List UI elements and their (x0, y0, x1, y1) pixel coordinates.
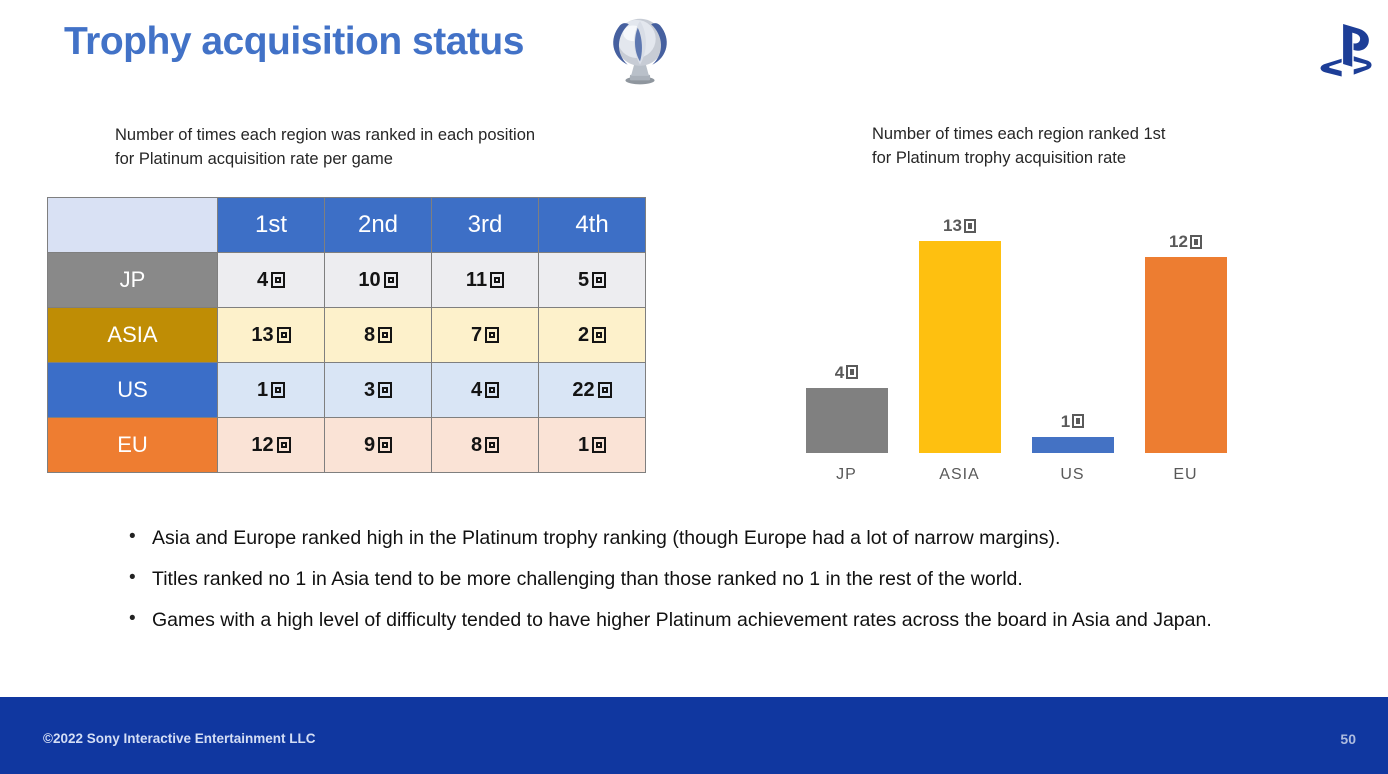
cell-asia-2nd: 8 (324, 307, 432, 363)
times-glyph (276, 326, 291, 343)
chart-caption-line2: for Platinum trophy acquisition rate (872, 148, 1127, 167)
times-glyph (271, 271, 286, 288)
chart-caption-line1: Number of times each region ranked 1st (872, 125, 1166, 143)
cell-eu-2nd: 9 (324, 417, 432, 473)
times-glyph (592, 326, 607, 343)
bar-us (1031, 436, 1114, 453)
column-header-3rd: 3rd (431, 197, 539, 253)
category-label-asia: ASIA (939, 466, 980, 483)
ranking-table: 1st 2nd 3rd 4th JP 4 10 11 5 ASIA 13 8 7… (47, 197, 646, 473)
table-header-row: 1st 2nd 3rd 4th (47, 197, 646, 253)
times-glyph (383, 271, 398, 288)
cell-asia-4th: 2 (538, 307, 646, 363)
row-label-eu: EU (47, 417, 218, 473)
times-glyph (1189, 234, 1202, 249)
finding-item-1: Asia and Europe ranked high in the Plati… (127, 526, 1372, 550)
chart-column-eu: 12 (1129, 232, 1242, 453)
times-glyph (490, 271, 505, 288)
times-glyph (592, 436, 607, 453)
cell-eu-3rd: 8 (431, 417, 539, 473)
cell-jp-4th: 5 (538, 252, 646, 308)
times-glyph (271, 381, 286, 398)
category-label-us: US (1060, 466, 1085, 483)
cell-us-2nd: 3 (324, 362, 432, 418)
times-glyph (963, 218, 976, 233)
chart-column-asia: 13 (903, 216, 1016, 453)
platinum-trophy-icon (613, 18, 667, 85)
table-row-us: US 1 3 4 22 (47, 362, 646, 418)
cell-jp-2nd: 10 (324, 252, 432, 308)
times-glyph (1072, 414, 1085, 429)
cell-us-3rd: 4 (431, 362, 539, 418)
playstation-logo (1320, 24, 1372, 77)
cell-us-1st: 1 (217, 362, 325, 418)
chart-column-us: 1 (1016, 412, 1129, 453)
chart-category-axis: JP ASIA US EU (790, 466, 1242, 484)
row-label-us: US (47, 362, 218, 418)
finding-item-3: Games with a high level of difficulty te… (127, 608, 1372, 632)
row-label-asia: ASIA (47, 307, 218, 363)
chart-column-jp: 4 (790, 363, 903, 453)
times-glyph (485, 436, 500, 453)
column-header-2nd: 2nd (324, 197, 432, 253)
times-glyph (485, 326, 500, 343)
times-glyph (485, 381, 500, 398)
cell-jp-3rd: 11 (431, 252, 539, 308)
table-caption: Number of times each region was ranked i… (115, 124, 535, 172)
footer-bar: ©2022 Sony Interactive Entertainment LLC… (0, 697, 1388, 774)
bar-asia (918, 241, 1001, 453)
bar-jp (805, 387, 888, 453)
cell-eu-1st: 12 (217, 417, 325, 473)
table-caption-line1: Number of times each region was ranked i… (115, 126, 536, 144)
times-glyph (378, 326, 393, 343)
chart-plot-area: 4 13 1 12 (790, 212, 1242, 453)
category-label-eu: EU (1173, 466, 1198, 483)
row-label-jp: JP (47, 252, 218, 308)
times-glyph (846, 365, 859, 380)
bar-value-label-jp: 4 (835, 363, 859, 383)
page-number: 50 (1340, 730, 1356, 747)
page-title: Trophy acquisition status (64, 20, 524, 63)
bar-value-label-us: 1 (1061, 412, 1085, 432)
finding-item-2: Titles ranked no 1 in Asia tend to be mo… (127, 567, 1372, 591)
category-label-jp: JP (836, 466, 857, 483)
times-glyph (378, 436, 393, 453)
cell-asia-3rd: 7 (431, 307, 539, 363)
column-header-1st: 1st (217, 197, 325, 253)
times-glyph (276, 436, 291, 453)
cell-jp-1st: 4 (217, 252, 325, 308)
bar-value-label-eu: 12 (1169, 232, 1202, 252)
copyright-text: ©2022 Sony Interactive Entertainment LLC (43, 731, 316, 746)
bar-chart: 4 13 1 12 JP ASIA US EU (790, 212, 1242, 484)
column-header-4th: 4th (538, 197, 646, 253)
cell-asia-1st: 13 (217, 307, 325, 363)
times-glyph (592, 271, 607, 288)
table-row-eu: EU 12 9 8 1 (47, 417, 646, 473)
times-glyph (378, 381, 393, 398)
findings-list: Asia and Europe ranked high in the Plati… (127, 526, 1372, 650)
table-corner-cell (47, 197, 218, 253)
times-glyph (597, 381, 612, 398)
table-row-jp: JP 4 10 11 5 (47, 252, 646, 308)
table-caption-line2: for Platinum acquisition rate per game (115, 149, 393, 168)
bar-value-label-asia: 13 (943, 216, 976, 236)
cell-eu-4th: 1 (538, 417, 646, 473)
bar-eu (1144, 257, 1227, 453)
cell-us-4th: 22 (538, 362, 646, 418)
chart-caption: Number of times each region ranked 1st f… (872, 123, 1165, 171)
table-row-asia: ASIA 13 8 7 2 (47, 307, 646, 363)
